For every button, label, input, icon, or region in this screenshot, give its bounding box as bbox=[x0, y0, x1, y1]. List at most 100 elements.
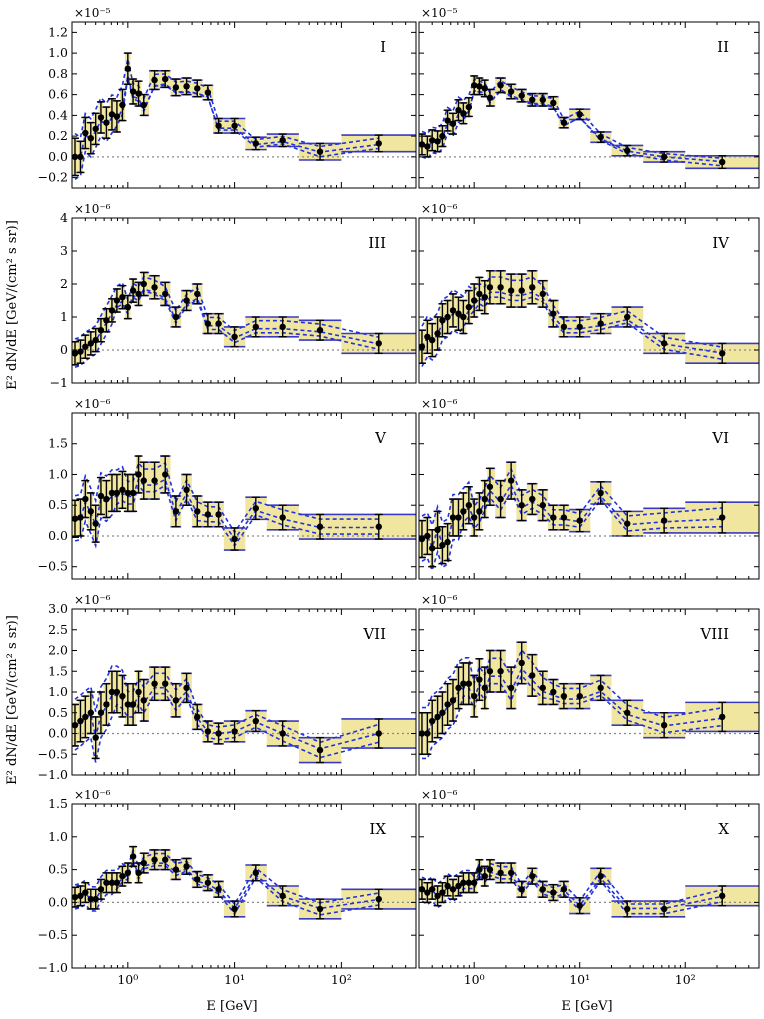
data-point bbox=[529, 872, 536, 880]
panel-label: VIII bbox=[699, 625, 729, 643]
data-point bbox=[279, 323, 286, 331]
panel-III: −1 0 1 2 3 4 ×10⁻⁶ III bbox=[50, 202, 417, 390]
data-point bbox=[444, 313, 451, 321]
plot-area bbox=[419, 269, 759, 367]
ytick-label: 3.0 bbox=[48, 601, 68, 616]
xtick-label: 10⁰ bbox=[117, 972, 138, 987]
data-point bbox=[465, 303, 473, 311]
data-point bbox=[72, 350, 79, 357]
data-point bbox=[465, 502, 473, 509]
data-point bbox=[172, 508, 180, 515]
data-point bbox=[252, 323, 260, 331]
data-point bbox=[507, 869, 515, 877]
data-point bbox=[624, 709, 631, 716]
data-point bbox=[460, 680, 467, 687]
data-point bbox=[507, 88, 515, 95]
data-point bbox=[108, 688, 116, 696]
data-point bbox=[518, 659, 525, 667]
data-point bbox=[597, 489, 604, 497]
data-point bbox=[434, 892, 441, 900]
data-point bbox=[481, 85, 488, 92]
data-point bbox=[194, 713, 201, 721]
axis-labels: E² dN/dE [GeV/(cm² s sr)] E² dN/dE [GeV/… bbox=[5, 220, 613, 1014]
data-point bbox=[82, 343, 89, 350]
data-point bbox=[424, 730, 431, 737]
data-point bbox=[550, 889, 557, 896]
data-point bbox=[481, 294, 488, 301]
xtick-label: 10¹ bbox=[569, 972, 590, 987]
data-point bbox=[518, 287, 525, 294]
model-curve-1 bbox=[74, 665, 380, 744]
data-point bbox=[476, 83, 483, 90]
panel-II: ×10⁻⁵ II bbox=[418, 6, 760, 189]
data-point bbox=[162, 75, 169, 83]
data-point bbox=[497, 869, 504, 877]
data-point bbox=[539, 502, 547, 509]
data-point bbox=[140, 859, 147, 867]
data-point bbox=[151, 680, 158, 687]
data-point bbox=[108, 111, 116, 118]
data-point bbox=[507, 287, 515, 294]
data-point bbox=[539, 684, 547, 692]
data-point bbox=[507, 684, 515, 692]
data-point bbox=[215, 886, 222, 893]
data-point bbox=[449, 307, 457, 314]
data-point bbox=[172, 866, 180, 873]
data-point bbox=[87, 135, 95, 142]
data-point bbox=[718, 892, 726, 900]
data-point bbox=[428, 545, 436, 552]
plot-area bbox=[72, 455, 416, 551]
data-point bbox=[497, 495, 504, 503]
data-point bbox=[140, 697, 147, 704]
data-point bbox=[124, 489, 132, 497]
data-point bbox=[481, 495, 488, 503]
data-point bbox=[660, 517, 668, 524]
data-point bbox=[470, 82, 478, 89]
data-point bbox=[92, 125, 99, 133]
data-point bbox=[560, 119, 568, 126]
multiplier-label: ×10⁻⁶ bbox=[74, 397, 111, 411]
data-point bbox=[316, 905, 324, 913]
data-point bbox=[518, 886, 525, 893]
axes-frame bbox=[418, 21, 760, 189]
data-point bbox=[135, 869, 142, 877]
data-point bbox=[162, 856, 169, 863]
data-point bbox=[92, 895, 99, 903]
data-point bbox=[460, 879, 467, 886]
panel-label: V bbox=[374, 429, 387, 447]
data-point bbox=[470, 514, 478, 521]
ytick-label: −1.0 bbox=[38, 960, 68, 975]
panel-label: VII bbox=[362, 625, 386, 643]
data-point bbox=[87, 340, 95, 347]
data-point bbox=[444, 701, 451, 708]
data-point bbox=[82, 713, 89, 721]
ytick-label: −0.2 bbox=[38, 170, 68, 185]
data-point bbox=[72, 515, 79, 522]
data-point bbox=[624, 313, 631, 321]
data-point bbox=[151, 856, 158, 863]
data-point bbox=[439, 132, 446, 140]
xtick-label: 10² bbox=[331, 972, 352, 987]
multiplier-label: ×10⁻⁶ bbox=[421, 397, 458, 411]
ylabel-upper: E² dN/dE [GeV/(cm² s sr)] bbox=[5, 220, 20, 390]
plot-area bbox=[419, 461, 759, 573]
data-point bbox=[460, 110, 467, 117]
data-point bbox=[151, 76, 158, 84]
panel-label: IV bbox=[712, 234, 730, 252]
data-point bbox=[455, 514, 462, 521]
data-point bbox=[97, 114, 105, 121]
data-point bbox=[539, 96, 547, 104]
ytick-label: 1.5 bbox=[48, 796, 68, 811]
data-point bbox=[97, 709, 105, 716]
ytick-label: 1.0 bbox=[48, 829, 68, 844]
data-point bbox=[97, 886, 105, 893]
data-point bbox=[718, 158, 726, 166]
data-point bbox=[419, 886, 426, 893]
data-point bbox=[108, 489, 116, 497]
data-point bbox=[103, 119, 110, 126]
data-point bbox=[439, 889, 446, 896]
data-point bbox=[455, 882, 462, 890]
axes-frame bbox=[71, 21, 417, 189]
data-point bbox=[419, 141, 426, 148]
